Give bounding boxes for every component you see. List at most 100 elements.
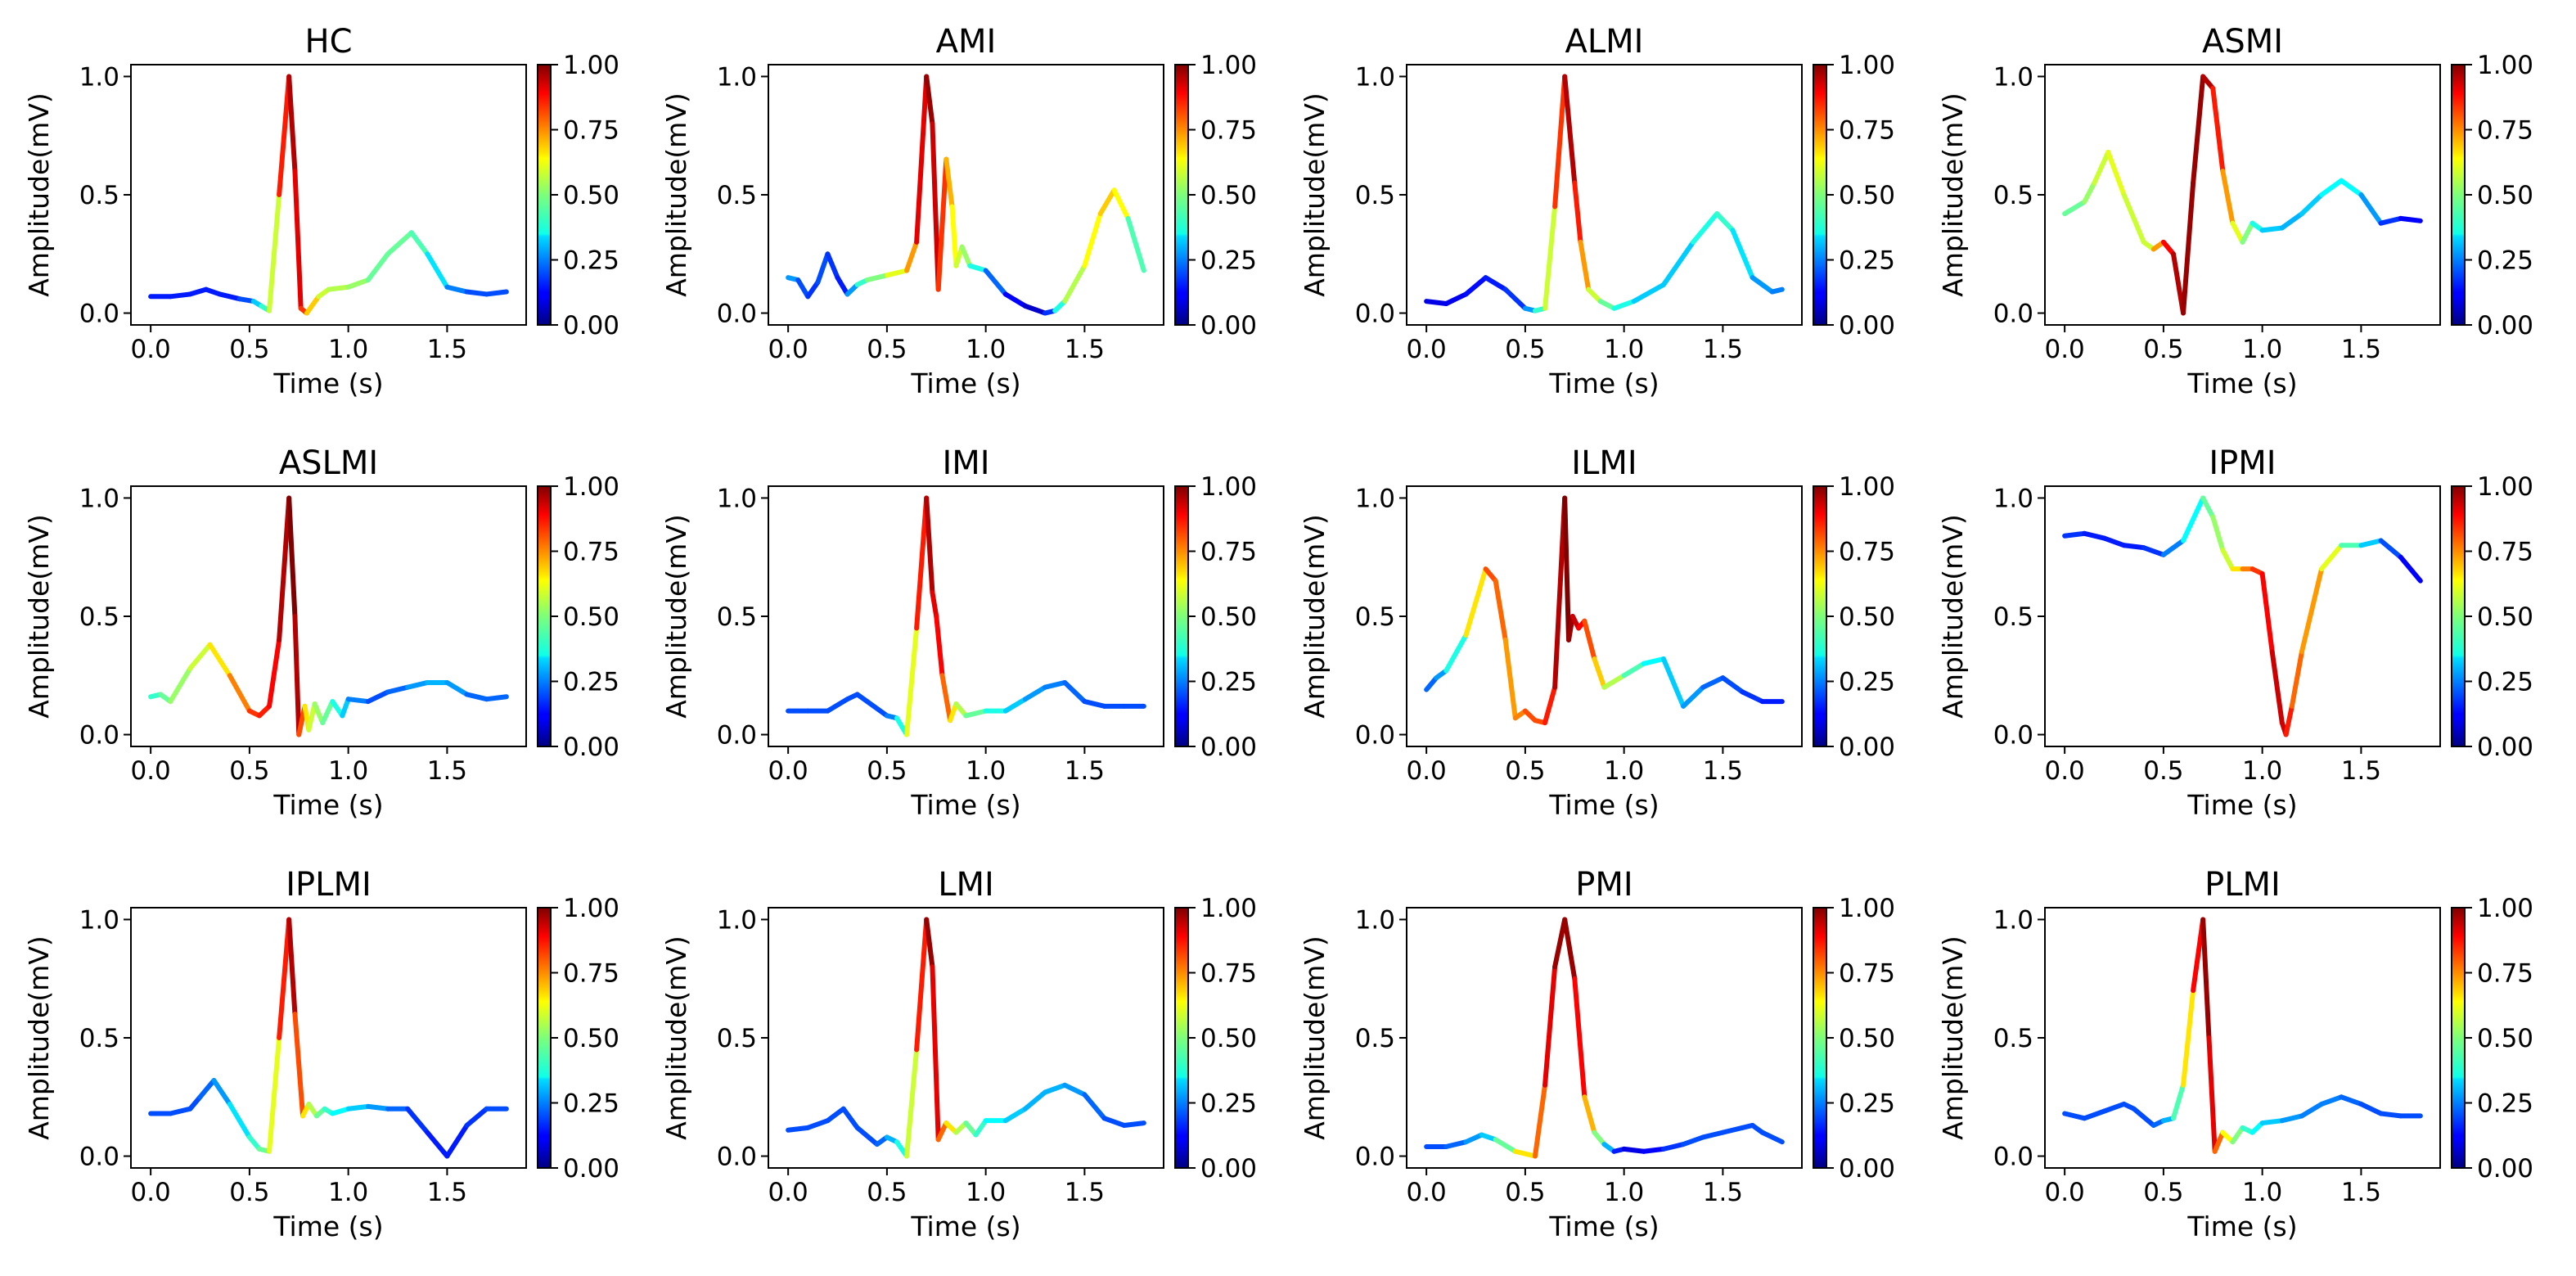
colorbar-tick-label: 1.00 [563,894,619,923]
line-segment [924,495,935,596]
line-segment [385,684,411,695]
line-segment [1601,673,1627,690]
line-segment [1043,1082,1068,1095]
line-segment [292,1012,306,1119]
y-tick-label: 0.0 [1355,1143,1395,1172]
x-tick-label: 0.0 [130,1178,170,1207]
colorbar-tick-label: 0.00 [563,733,619,762]
line-segment [1062,263,1088,304]
line-segment [2191,74,2206,186]
x-axis-label: Time (s) [910,1211,1020,1242]
line-segment [405,1106,430,1135]
ecg-line [148,74,509,316]
line-segment [930,964,941,1143]
line-segment [930,121,941,292]
colorbar-tick-label: 0.50 [1200,602,1257,632]
colorbar-tick-label: 0.25 [2477,1089,2533,1119]
line-segment [2283,703,2295,737]
x-axis-label: Time (s) [2186,789,2297,821]
line-segment [2160,239,2176,257]
colorbar-tick-label: 1.00 [2477,472,2533,502]
colorbar-tick-label: 0.25 [1200,668,1257,697]
colorbar-tick-label: 0.25 [1839,1089,1895,1119]
line-segment [1082,211,1103,268]
x-tick-label: 0.5 [1505,1178,1545,1207]
y-axis-label: Amplitude(mV) [660,936,692,1140]
line-segment [1097,187,1117,217]
line-segment [1552,74,1568,210]
x-tick-label: 0.5 [1505,756,1545,786]
chart-panel-asmi: ASMI 0.0 0.5 1.0 1.5 0.0 0.5 1.0 Time (s) Amplitu… [1937,23,2533,399]
ecg-line [786,495,1146,737]
line-segment [168,665,193,705]
line-segment [2259,1118,2285,1126]
colorbar-tick-label: 0.75 [563,959,619,989]
colorbar-tick-label: 0.50 [563,602,619,632]
colorbar-tick-label: 0.50 [563,1024,619,1053]
line-segment [345,697,371,705]
line-segment [1552,495,1568,690]
line-segment [2181,180,2196,316]
line-segment [168,1106,193,1116]
line-segment [207,642,232,679]
chart-panel-ami: AMI 0.0 0.5 1.0 1.5 0.0 0.5 1.0 Time (s) Amplitud… [660,23,1257,399]
x-tick-label: 1.5 [1065,335,1105,364]
colorbar-tick-label: 0.75 [1839,538,1895,567]
x-tick-label: 1.5 [427,756,467,786]
line-segment [1621,661,1646,679]
y-axis-label: Amplitude(mV) [660,514,692,719]
line-segment [939,673,953,724]
line-segment [1111,187,1131,221]
y-tick-label: 0.0 [717,1143,757,1172]
x-tick-label: 1.5 [427,1178,467,1207]
y-axis-label: Amplitude(mV) [1937,514,1969,719]
ecg-line [2062,495,2423,737]
line-segment [840,1106,860,1130]
line-segment [2200,74,2216,91]
line-segment [2378,538,2403,560]
line-segment [2200,495,2216,520]
colorbar-gradient [1813,65,1826,325]
line-segment [1597,299,1617,311]
line-segment [365,251,390,283]
line-segment [277,495,292,643]
line-segment [2339,1094,2364,1107]
colorbar-tick-label: 0.00 [2477,1154,2533,1184]
y-axis-label: Amplitude(mV) [23,936,55,1140]
line-segment [1730,228,1755,281]
x-tick-label: 1.0 [1604,1178,1644,1207]
line-segment [1022,684,1048,702]
line-segment [934,614,945,679]
colorbar-tick-label: 0.75 [2477,959,2533,989]
line-segment [2378,215,2403,226]
x-axis-label: Time (s) [1548,1211,1659,1242]
colorbar-tick-label: 0.00 [1839,1154,1895,1184]
line-segment [1631,282,1666,304]
line-segment [904,1047,920,1159]
line-segment [277,74,292,197]
line-segment [825,697,850,714]
x-tick-label: 0.0 [1406,756,1446,786]
colorbar-tick-label: 0.50 [1839,1024,1895,1053]
x-tick-label: 0.0 [768,335,808,364]
line-segment [2210,514,2226,553]
colorbar-tick-label: 0.25 [1839,668,1895,697]
line-segment [187,286,209,297]
colorbar-gradient [1175,65,1188,325]
chart-panel-almi: ALMI 0.0 0.5 1.0 1.5 0.0 0.5 1.0 Time (s) Amplitu… [1299,23,1895,399]
line-segment [464,289,489,297]
x-tick-label: 0.0 [2044,756,2084,786]
x-tick-label: 1.0 [328,1178,368,1207]
line-segment [795,277,811,300]
line-segment [2082,1108,2107,1121]
colorbar-tick-label: 0.75 [563,538,619,567]
line-segment [2082,180,2097,205]
line-segment [2220,548,2236,572]
line-segment [943,156,955,210]
line-segment [227,1101,252,1140]
line-segment [914,917,930,1053]
colorbar-tick-label: 0.25 [2477,668,2533,697]
line-segment [967,263,989,273]
line-segment [187,642,213,671]
x-tick-label: 0.5 [2143,335,2183,364]
